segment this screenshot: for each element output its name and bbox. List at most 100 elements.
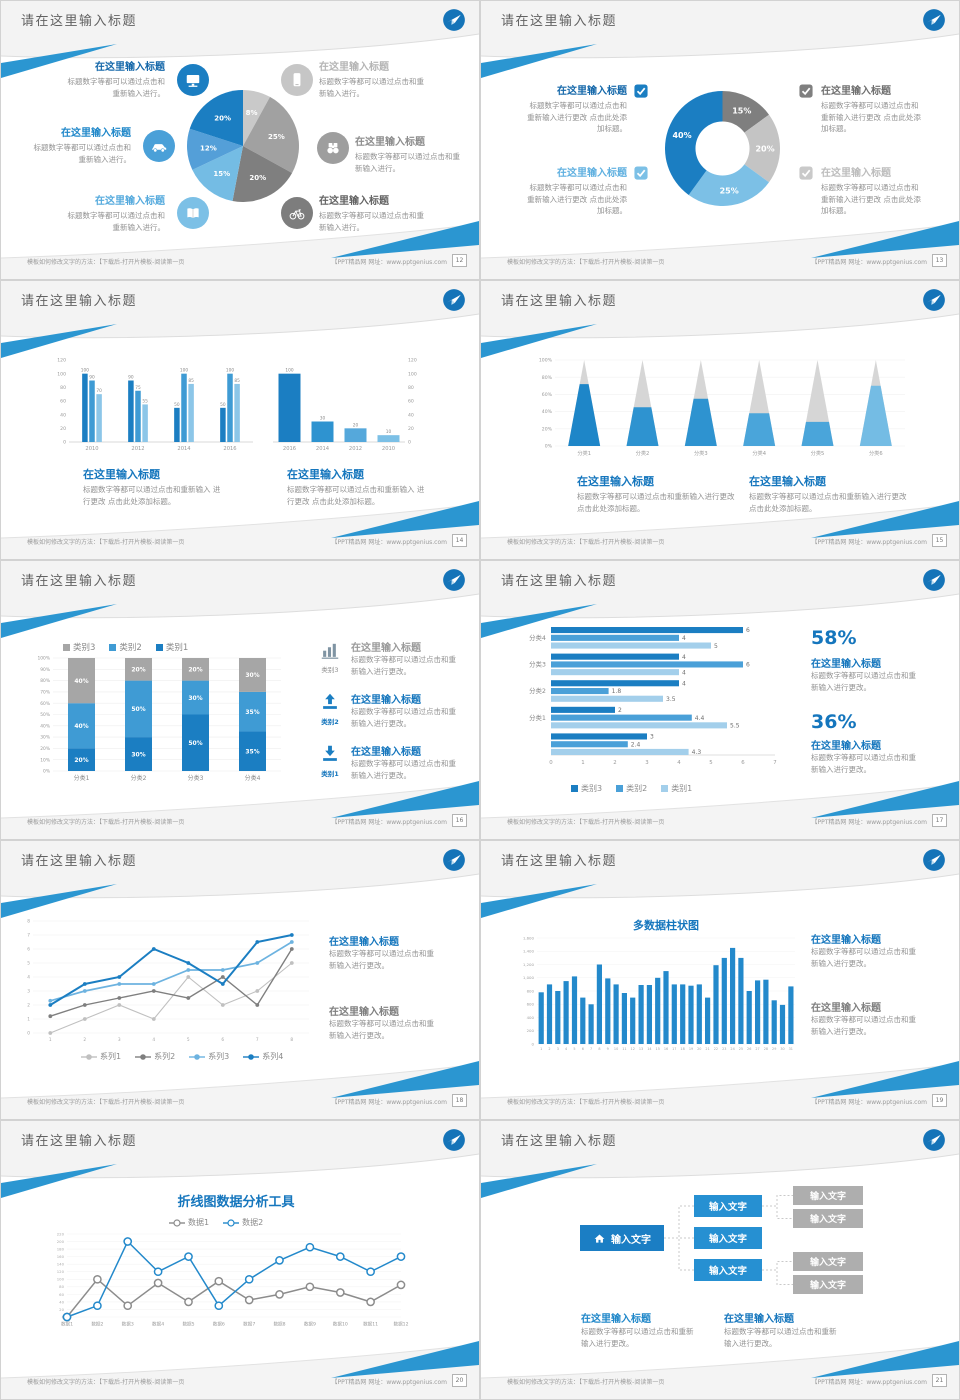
svg-text:11: 11 xyxy=(622,1047,626,1051)
svg-text:2: 2 xyxy=(613,760,616,766)
page-number: 21 xyxy=(932,1374,947,1387)
footer-site: 【PPT精品网 网址：www.pptgenius.com xyxy=(811,819,927,826)
svg-text:分类2: 分类2 xyxy=(131,774,147,782)
svg-text:8: 8 xyxy=(27,919,30,925)
slide-background xyxy=(481,841,959,1119)
callout-body: 标题数字等都可以通过点击和重新输入进行。 xyxy=(355,152,460,173)
paper-plane-logo-icon xyxy=(922,8,946,32)
stat-heading: 在这里输入标题 xyxy=(811,659,881,670)
chart-legend: 类别3 类别2 类别1 xyxy=(63,641,202,653)
donut-chart: 15% 20% 25% 40% xyxy=(665,91,780,206)
svg-text:分类4: 分类4 xyxy=(529,633,546,642)
section-heading: 在这里输入标题 xyxy=(577,475,654,488)
svg-text:100: 100 xyxy=(285,368,293,374)
section-heading: 在这里输入标题 xyxy=(329,937,399,948)
binoculars-icon xyxy=(317,132,349,164)
slide-title: 请在这里输入标题 xyxy=(501,294,618,309)
section-heading: 在这里输入标题 xyxy=(329,1007,399,1018)
svg-text:21: 21 xyxy=(705,1047,709,1051)
paper-plane-logo-icon xyxy=(442,8,466,32)
svg-text:40%: 40% xyxy=(74,678,88,685)
svg-text:数据7: 数据7 xyxy=(243,1321,255,1328)
svg-text:2010: 2010 xyxy=(85,446,98,452)
svg-text:14: 14 xyxy=(647,1047,651,1051)
svg-text:15%: 15% xyxy=(732,106,751,115)
svg-text:0: 0 xyxy=(63,440,66,446)
svg-text:40%: 40% xyxy=(542,409,553,415)
callout-body: 标题数字等都可以通过点击和重新输入进行。 xyxy=(67,77,166,98)
chart-legend: 数据1 数据2 xyxy=(169,1217,277,1228)
connector-lines xyxy=(664,1195,793,1285)
svg-text:4.3: 4.3 xyxy=(692,749,702,756)
svg-text:0: 0 xyxy=(549,760,553,766)
stat-body: 标题数字等都可以通过点击和重新输入进行更改。 xyxy=(811,671,916,692)
upload-icon xyxy=(319,691,341,713)
svg-text:10: 10 xyxy=(614,1047,618,1051)
page-number: 18 xyxy=(452,1094,467,1107)
column-chart: 0 200 400 600 800 1,000 1,200 1,400 1,600 1 2 3 4 5 6 7… xyxy=(511,933,799,1055)
leaf-node-label: 输入文字 xyxy=(809,1281,846,1291)
section-body: 标题数字等都可以通过点击和重新输入进行更改。 xyxy=(581,1327,694,1348)
footer-site: 【PPT精品网 网址：www.pptgenius.com xyxy=(811,1379,927,1386)
feature-body: 标题数字等都可以通过点击和重新输入进行更改。 xyxy=(351,655,456,676)
svg-text:100%: 100% xyxy=(37,656,50,662)
svg-text:26: 26 xyxy=(747,1047,751,1051)
svg-text:1: 1 xyxy=(27,1017,30,1023)
svg-text:分类4: 分类4 xyxy=(245,774,261,782)
svg-text:180: 180 xyxy=(57,1246,65,1251)
slide-title: 请在这里输入标题 xyxy=(21,294,138,309)
svg-text:31: 31 xyxy=(789,1047,793,1051)
slide-title: 请在这里输入标题 xyxy=(21,1134,138,1149)
footer-site: 【PPT精品网 网址：www.pptgenius.com xyxy=(811,539,927,546)
footer-site: 【PPT精品网 网址：www.pptgenius.com xyxy=(331,1099,447,1106)
svg-text:35%: 35% xyxy=(245,709,259,716)
svg-text:20: 20 xyxy=(59,1307,64,1312)
svg-text:4: 4 xyxy=(565,1047,567,1051)
footer-note: 模板如何修改文字的方法：【下载后-打开片模板-阅读第一页 xyxy=(27,539,185,546)
callout-body: 标题数字等都可以通过点击和重新输入进行更改 点击此处添加标题。 xyxy=(821,101,921,134)
svg-text:75: 75 xyxy=(135,385,141,391)
svg-text:70%: 70% xyxy=(40,690,50,696)
svg-text:分类3: 分类3 xyxy=(188,774,204,782)
feature-body: 标题数字等都可以通过点击和重新输入进行更改。 xyxy=(351,707,456,728)
svg-text:25%: 25% xyxy=(720,186,739,195)
svg-text:0: 0 xyxy=(408,440,411,446)
slide-title: 请在这里输入标题 xyxy=(501,14,618,29)
svg-text:分类3: 分类3 xyxy=(694,449,708,457)
page-number: 17 xyxy=(932,814,947,827)
slide-title: 请在这里输入标题 xyxy=(21,14,138,29)
svg-text:17: 17 xyxy=(672,1047,676,1051)
svg-text:19: 19 xyxy=(689,1047,693,1051)
svg-text:20%: 20% xyxy=(40,746,50,752)
svg-text:20: 20 xyxy=(60,426,66,432)
svg-text:90: 90 xyxy=(89,375,95,381)
book-icon xyxy=(177,197,209,229)
branch-node: 输入文字 xyxy=(694,1259,762,1281)
svg-text:30%: 30% xyxy=(131,751,145,758)
slide-donut-checklist: 请在这里输入标题 15% 20% 25% 40% 在这里输入标题 标题数字等都可以通过点… xyxy=(481,1,959,279)
svg-text:30%: 30% xyxy=(188,695,202,702)
chart-legend: 类别3 类别2 类别1 xyxy=(571,783,706,794)
slide-dual-bar-charts: 请在这里输入标题 0 20 40 60 80 100 120 2010 100 90 70 2012 9… xyxy=(1,281,479,559)
svg-text:分类1: 分类1 xyxy=(577,449,591,457)
svg-text:7: 7 xyxy=(773,760,776,766)
paper-plane-logo-icon xyxy=(922,568,946,592)
svg-text:100: 100 xyxy=(226,368,234,374)
svg-text:20%: 20% xyxy=(249,174,266,182)
stacked-bar-chart: 0% 10% 20% 30% 40% 50% 60% 70% 80% 90% 100% 分类1 20% 4… xyxy=(27,655,289,785)
svg-text:200: 200 xyxy=(57,1239,65,1244)
section-body: 标题数字等都可以通过点击和重新输入 进行更改 点击此处添加标题。 xyxy=(287,485,425,506)
checkbox-icon xyxy=(799,84,813,98)
svg-text:数据4: 数据4 xyxy=(152,1321,164,1328)
svg-text:6: 6 xyxy=(741,760,745,766)
svg-text:16: 16 xyxy=(664,1047,668,1051)
footer-site: 【PPT精品网 网址：www.pptgenius.com xyxy=(811,259,927,266)
footer-note: 模板如何修改文字的方法：【下载后-打开片模板-阅读第一页 xyxy=(507,1099,665,1106)
svg-text:90: 90 xyxy=(128,375,134,381)
grouped-bar-chart: 0 20 40 60 80 100 120 2010 100 90 70 2012 90 75 55 2014… xyxy=(49,351,259,454)
root-node: 输入文字 xyxy=(580,1225,664,1251)
svg-text:15%: 15% xyxy=(213,170,230,178)
svg-text:100: 100 xyxy=(81,368,89,374)
